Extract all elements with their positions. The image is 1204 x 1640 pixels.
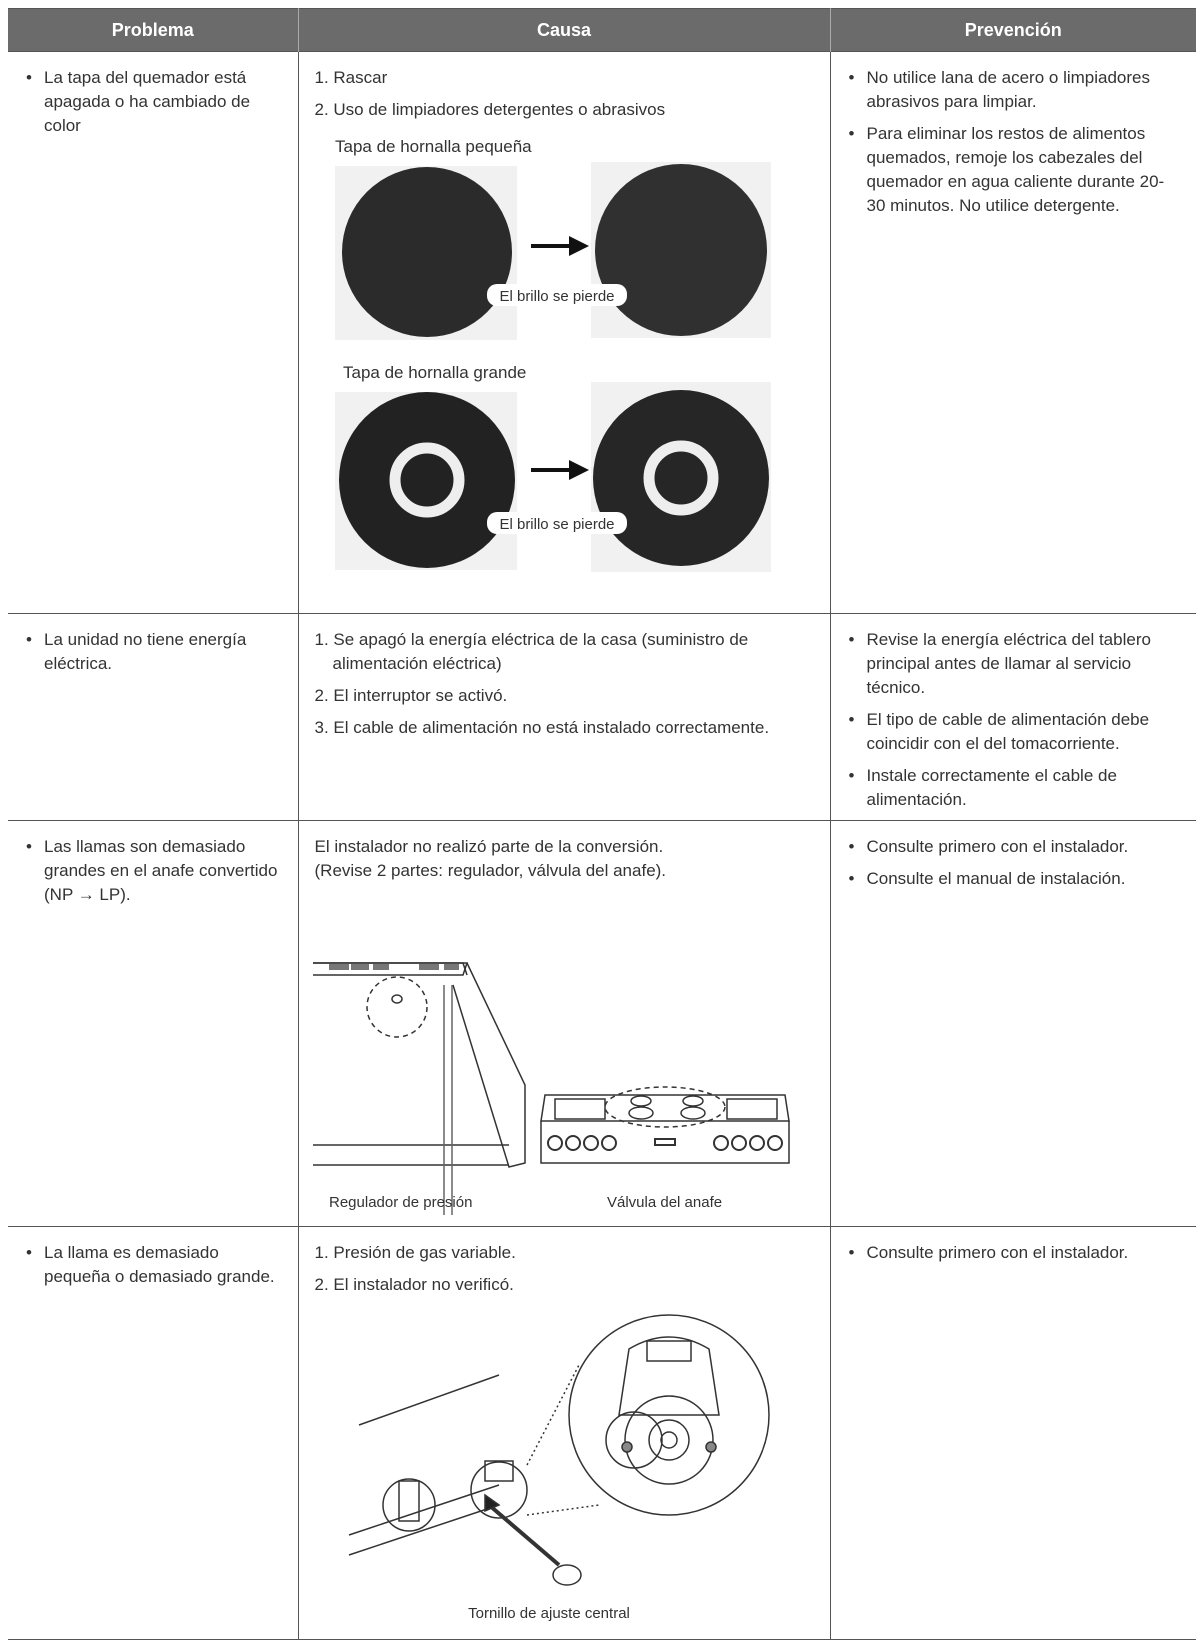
prevention-cell: Consulte primero con el instalador. [829, 1226, 1196, 1640]
figure-caption: Válvula del anafe [607, 1194, 722, 1211]
troubleshooting-table: Problema Causa Prevención La tapa del qu… [8, 8, 1196, 1640]
problem-cell: La llama es demasiado pequeña o demasiad… [8, 1226, 299, 1640]
prevention-cell: No utilice lana de acero o limpiadores a… [829, 51, 1196, 614]
figure-note: El brillo se pierde [499, 288, 614, 305]
cause-cell: 1. Presión de gas variable. 2. El instal… [297, 1226, 831, 1640]
prevention: No utilice lana de acero o limpiadores a… [847, 66, 1183, 114]
figure-note: El brillo se pierde [499, 516, 614, 533]
conversion-figure: Regulador de presión Válvula del anafe [312, 962, 790, 1215]
burner-cap-figure: Tapa de hornalla pequeña El brillo se pi… [334, 137, 771, 572]
prevention: Instale correctamente el cable de alimen… [847, 764, 1183, 812]
cause-cell: 1. Rascar 2. Uso de limpiadores detergen… [297, 51, 831, 614]
prevention: El tipo de cable de alimentación debe co… [847, 708, 1183, 756]
problem-cell: La unidad no tiene energía eléctrica. [8, 613, 299, 821]
problem: La tapa del quemador está apagada o ha c… [24, 66, 284, 138]
cause: El instalador no realizó parte de la con… [314, 837, 664, 856]
problem-cell: La tapa del quemador está apagada o ha c… [8, 51, 299, 614]
cause: 2. El instalador no verificó. [314, 1275, 514, 1294]
cause: 2. El interruptor se activó. [314, 686, 508, 705]
cause: 1. Rascar [314, 68, 388, 87]
problem: La unidad no tiene energía eléctrica. [24, 628, 284, 676]
problem: Las llamas son demasiado grandes en el a… [24, 835, 284, 907]
cause: 2. Uso de limpiadores detergentes o abra… [314, 100, 666, 119]
prevention: Para eliminar los restos de alimentos qu… [847, 122, 1183, 218]
prevention-cell: Consulte primero con el instalador. Cons… [829, 820, 1196, 1227]
prevention-cell: Revise la energía eléctrica del tablero … [829, 613, 1196, 821]
problem-cell: Las llamas son demasiado grandes en el a… [8, 820, 299, 1227]
cause-cell: 1. Se apagó la energía eléctrica de la c… [297, 613, 831, 821]
cause-cell: El instalador no realizó parte de la con… [297, 820, 831, 1227]
header: Prevención [829, 8, 1196, 52]
cause: (Revise 2 partes: regulador, válvula del… [314, 861, 667, 880]
cause: 1. Se apagó la energía eléctrica de la c… [314, 630, 749, 673]
adjustment-figure: Tornillo de ajuste central [348, 1314, 770, 1622]
prevention: Revise la energía eléctrica del tablero … [847, 628, 1183, 700]
cause: 1. Presión de gas variable. [314, 1243, 516, 1262]
figure-title: Tapa de hornalla grande [343, 363, 526, 382]
prevention: Consulte el manual de instalación. [847, 867, 1183, 891]
header: Causa [297, 8, 831, 52]
figure-title: Tapa de hornalla pequeña [335, 137, 532, 156]
prevention: Consulte primero con el instalador. [847, 1241, 1183, 1265]
figure-caption: Regulador de presión [329, 1194, 472, 1211]
cause: 3. El cable de alimentación no está inst… [314, 718, 770, 737]
problem: La llama es demasiado pequeña o demasiad… [24, 1241, 284, 1289]
prevention: Consulte primero con el instalador. [847, 835, 1183, 859]
header: Problema [8, 8, 299, 52]
figure-caption: Tornillo de ajuste central [468, 1605, 630, 1622]
